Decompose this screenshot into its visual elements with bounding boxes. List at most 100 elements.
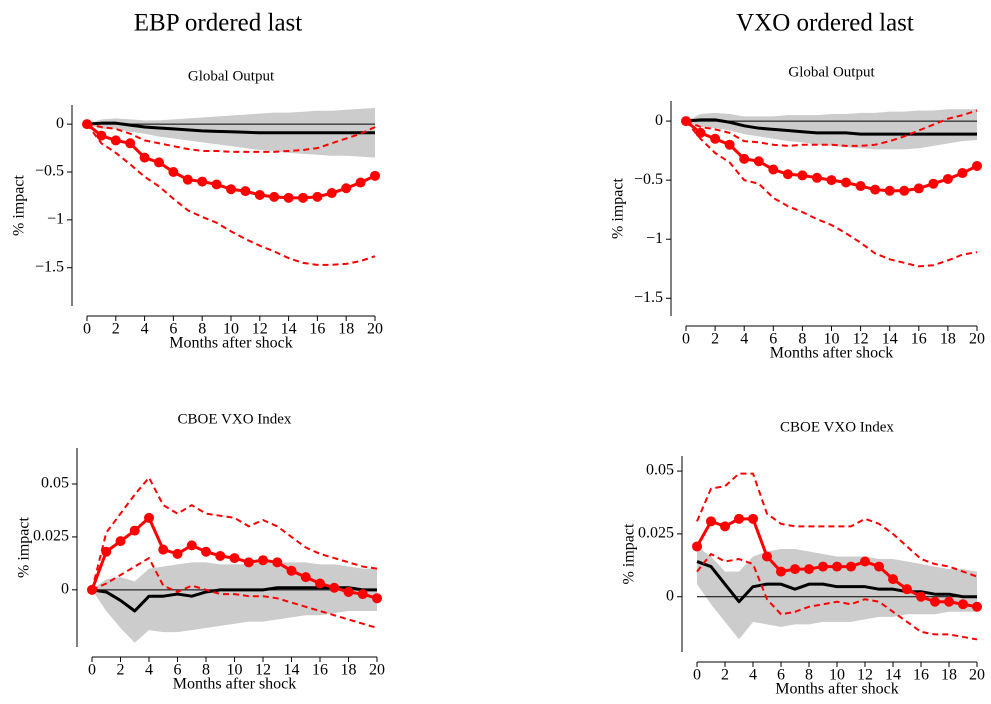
point-marker (681, 116, 691, 127)
point-marker (372, 593, 382, 604)
point-marker (811, 172, 822, 183)
point-marker (272, 557, 283, 568)
y-tick-label: 0.025 (33, 528, 69, 545)
x-tick-label: 16 (911, 331, 927, 348)
point-marker (315, 578, 325, 589)
point-marker (355, 177, 366, 188)
x-tick-label: 0 (88, 662, 96, 679)
y-tick-label: −0.5 (634, 171, 663, 188)
y-tick-label: −1 (646, 230, 663, 247)
point-marker (96, 130, 107, 141)
point-marker (944, 596, 954, 607)
x-tick-label: 12 (853, 331, 869, 348)
y-tick-label: 0.05 (41, 475, 69, 492)
series-line (696, 560, 977, 604)
x-tick-label: 20 (367, 321, 383, 338)
x-tick-label: 4 (749, 667, 757, 684)
point-marker (87, 584, 97, 595)
point-marker (818, 561, 828, 572)
point-marker (158, 544, 169, 555)
point-marker (753, 156, 764, 167)
x-tick-label: 0 (83, 321, 91, 338)
point-marker (942, 173, 953, 184)
x-tick-label: 6 (777, 667, 785, 684)
point-marker (229, 553, 240, 564)
x-tick-label: 10 (824, 331, 840, 348)
point-marker (154, 157, 164, 168)
point-marker (201, 546, 211, 557)
series-line (86, 123, 376, 266)
series-line (91, 476, 378, 591)
point-marker (826, 175, 837, 186)
point-marker (928, 178, 939, 189)
y-tick-label: 0 (655, 112, 663, 129)
x-tick-label: 6 (174, 662, 182, 679)
point-marker (790, 564, 800, 575)
x-tick-label: 10 (223, 321, 239, 338)
x-tick-label: 14 (284, 662, 300, 679)
x-tick-label: 14 (885, 667, 901, 684)
x-axis-label: Months after shock (173, 676, 297, 693)
point-marker (710, 133, 721, 144)
point-marker (298, 192, 308, 203)
point-marker (110, 135, 121, 146)
point-marker (82, 119, 92, 130)
panel-title: CBOE VXO Index (178, 411, 292, 427)
point-marker (182, 174, 193, 185)
x-tick-label: 8 (805, 667, 813, 684)
x-tick-label: 18 (941, 667, 957, 684)
panel: CBOE VXO Index 0 0.025 0.05 0 2 4 6 8 10 12 14 16 18 2… (621, 419, 985, 697)
y-axis-label: % impact (11, 175, 28, 236)
x-tick-label: 2 (117, 662, 125, 679)
y-axis-label: % impact (16, 517, 33, 578)
series-line (685, 109, 978, 147)
column-title: EBP ordered last (134, 10, 303, 37)
point-marker (357, 589, 368, 600)
point-marker (115, 536, 126, 547)
point-marker (782, 169, 793, 180)
point-marker (186, 540, 197, 551)
point-marker (695, 127, 706, 138)
x-tick-label: 20 (969, 667, 985, 684)
x-tick-label: 14 (882, 331, 898, 348)
point-marker (776, 566, 786, 577)
point-marker (870, 184, 881, 195)
x-tick-label: 18 (940, 331, 956, 348)
x-tick-label: 10 (227, 662, 243, 679)
point-marker (804, 564, 814, 575)
column-title: VXO ordered last (736, 10, 914, 37)
y-tick-label: 0 (61, 581, 69, 598)
series-line (86, 121, 375, 135)
y-tick-label: 0 (56, 115, 64, 132)
point-marker (902, 584, 912, 595)
panel: CBOE VXO Index 0 0.025 0.05 0 2 4 6 8 10 12 14 16 18 2… (16, 411, 385, 692)
point-marker (720, 521, 730, 532)
x-tick-label: 4 (145, 662, 153, 679)
point-marker (692, 541, 702, 552)
point-marker (855, 181, 866, 192)
x-tick-label: 8 (798, 331, 806, 348)
y-tick-label: 0.05 (646, 462, 674, 479)
x-tick-label: 12 (857, 667, 873, 684)
x-tick-label: 0 (682, 331, 690, 348)
point-marker (846, 561, 856, 572)
panel-title: Global Output (788, 64, 875, 80)
x-tick-label: 18 (341, 662, 357, 679)
point-marker (269, 191, 280, 202)
x-tick-label: 4 (740, 331, 748, 348)
y-tick-label: −0.5 (35, 163, 64, 180)
y-tick-label: −1.5 (35, 258, 64, 275)
point-marker (706, 516, 716, 527)
y-axis-label: % impact (610, 178, 627, 239)
point-marker (139, 152, 150, 163)
x-tick-label: 6 (769, 331, 777, 348)
x-tick-label: 16 (309, 321, 325, 338)
point-marker (841, 177, 852, 188)
y-tick-label: −1 (47, 211, 64, 228)
y-tick-label: 0 (666, 587, 674, 604)
point-marker (243, 557, 254, 568)
point-marker (884, 185, 895, 196)
point-marker (958, 599, 968, 610)
